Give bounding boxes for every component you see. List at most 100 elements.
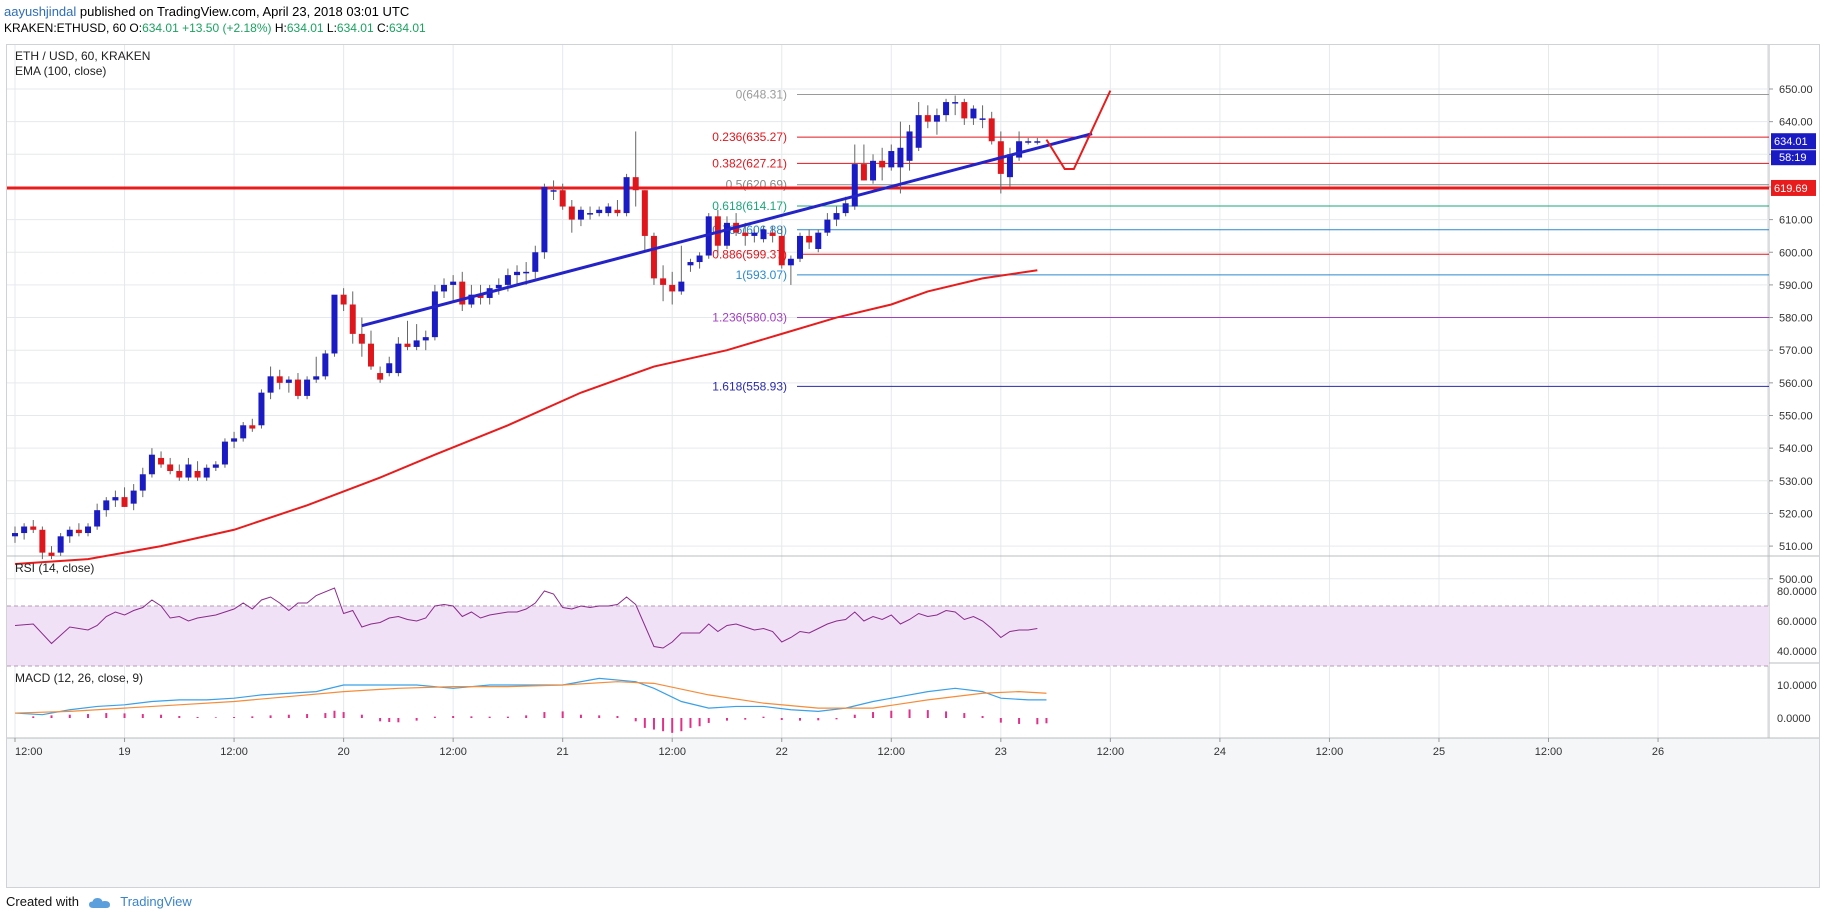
- o-value: 634.01: [142, 21, 179, 35]
- support-trendline: [361, 132, 1093, 328]
- fib-level-label: 0.886(599.37): [712, 247, 787, 261]
- candle-down: [568, 206, 575, 220]
- level-price-badge: [1771, 179, 1816, 196]
- candle-up: [751, 232, 758, 236]
- candle-down: [358, 333, 365, 344]
- candle-down: [632, 177, 639, 191]
- candle-down: [806, 235, 813, 243]
- candle-up: [285, 379, 292, 383]
- fib-level-label: 0.5(620.69): [726, 178, 787, 192]
- candle-down: [669, 284, 676, 292]
- candle-up: [441, 284, 448, 292]
- candle-down: [367, 343, 374, 367]
- fib-level-label: 1(593.07): [736, 268, 787, 282]
- rsi-y-tick-label: 60.0000: [1777, 616, 1817, 628]
- candle-up: [130, 490, 137, 504]
- candle-up: [943, 102, 950, 116]
- candle-down: [477, 294, 484, 298]
- rsi-line: [14, 587, 1038, 649]
- candle-up: [842, 203, 849, 214]
- candle-down: [249, 425, 256, 429]
- created-with-label: Created with: [6, 894, 79, 909]
- chart-svg[interactable]: 650.00640.00630.00620.00610.00600.00590.…: [7, 45, 1819, 887]
- candle-up: [313, 376, 320, 380]
- y-tick-label: 520.00: [1779, 508, 1813, 520]
- y-tick-label: 600.00: [1779, 247, 1813, 259]
- candle-up: [258, 392, 265, 426]
- candle-up: [1025, 141, 1032, 143]
- y-tick-label: 650.00: [1779, 84, 1813, 96]
- x-tick-label: 12:00: [658, 746, 686, 758]
- candle-up: [851, 164, 858, 207]
- publish-line: aayushjindal published on TradingView.co…: [4, 4, 426, 20]
- candle-up: [979, 118, 986, 120]
- x-tick-label: 12:00: [220, 746, 248, 758]
- candle-down: [778, 235, 785, 266]
- candle-up: [797, 235, 804, 259]
- candle-up: [112, 497, 119, 501]
- candle-up: [906, 131, 913, 161]
- candle-up: [623, 177, 630, 214]
- x-tick-label: 12:00: [15, 746, 43, 758]
- candle-up: [422, 337, 429, 341]
- candle-up: [212, 464, 219, 468]
- candle-up: [933, 115, 940, 122]
- candle-up: [577, 209, 584, 220]
- x-tick-label: 20: [337, 746, 349, 758]
- candle-up: [331, 294, 338, 354]
- candle-down: [860, 164, 867, 181]
- last-price-badge: [1771, 133, 1816, 150]
- last-price-label: 634.01: [1774, 136, 1808, 148]
- change-value: +13.50 (+2.18%): [182, 21, 272, 35]
- candle-up: [468, 294, 475, 305]
- candle-up: [386, 363, 393, 374]
- x-tick-label: 12:00: [439, 746, 467, 758]
- y-tick-label: 510.00: [1779, 541, 1813, 553]
- ema-line: [14, 269, 1038, 566]
- candle-up: [139, 474, 146, 491]
- published-text: published on TradingView.com, April 23, …: [79, 4, 410, 19]
- y-tick-label: 570.00: [1779, 345, 1813, 357]
- chart-area[interactable]: 650.00640.00630.00620.00610.00600.00590.…: [6, 44, 1820, 888]
- x-tick-label: 12:00: [1535, 746, 1563, 758]
- candle-down: [742, 232, 749, 236]
- candle-up: [103, 500, 110, 511]
- candle-up: [240, 425, 247, 439]
- y-tick-label: 610.00: [1779, 215, 1813, 227]
- candle-up: [523, 271, 530, 274]
- ohlc-line: KRAKEN:ETHUSD, 60 O:634.01 +13.50 (+2.18…: [4, 20, 426, 36]
- author-link[interactable]: aayushjindal: [4, 4, 77, 19]
- c-value: 634.01: [388, 21, 426, 35]
- candle-up: [952, 102, 959, 104]
- candle-down: [176, 471, 183, 478]
- fib-level-label: 0.618(614.17): [712, 199, 787, 213]
- candle-down: [276, 376, 283, 383]
- candle-up: [687, 262, 694, 266]
- candle-up: [723, 222, 730, 246]
- candle-up: [57, 536, 64, 553]
- candle-down: [404, 343, 411, 347]
- level-price-label: 619.69: [1774, 183, 1808, 195]
- candle-down: [650, 235, 657, 279]
- x-tick-label: 12:00: [1097, 746, 1125, 758]
- fib-level-label: 1.618(558.93): [712, 379, 787, 393]
- macd-y-tick-label: 0.0000: [1777, 713, 1811, 725]
- macd-title: MACD (12, 26, close, 9): [15, 671, 143, 685]
- candle-up: [587, 213, 594, 215]
- candle-down: [879, 160, 886, 168]
- x-tick-label: 12:00: [1316, 746, 1344, 758]
- candle-up: [970, 108, 977, 119]
- candle-up: [870, 160, 877, 181]
- candle-down: [349, 304, 356, 334]
- tradingview-link[interactable]: TradingView: [120, 894, 192, 909]
- candle-up: [1006, 154, 1013, 178]
- candle-up: [21, 526, 28, 534]
- rsi-band: [7, 606, 1769, 666]
- h-value: 634.01: [286, 21, 324, 35]
- candle-up: [915, 115, 922, 148]
- candle-up: [413, 340, 420, 347]
- fib-level-label: 0.236(635.27): [712, 130, 787, 144]
- c-label: C:: [376, 21, 389, 35]
- x-tick-label: 22: [776, 746, 788, 758]
- candle-down: [769, 232, 776, 236]
